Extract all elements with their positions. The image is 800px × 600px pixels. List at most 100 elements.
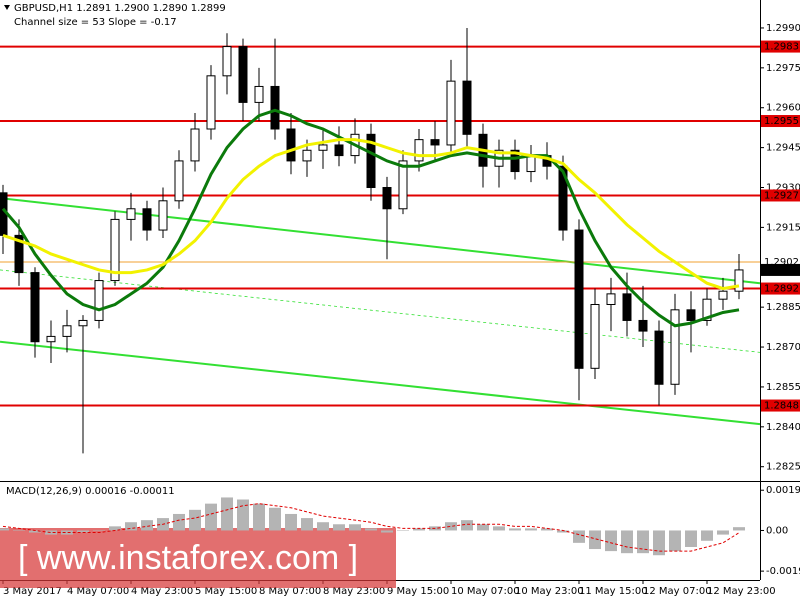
macd-bar — [477, 524, 489, 531]
x-tick-label: 9 May 15:00 — [387, 586, 449, 597]
macd-bar — [141, 520, 153, 531]
candle-body — [206, 75, 216, 130]
y-tick-label: -0.00197 — [766, 566, 800, 577]
candle-body — [398, 160, 408, 210]
candle-body — [174, 160, 184, 202]
macd-bar — [653, 530, 665, 556]
candle-body — [510, 149, 520, 173]
macd-bar — [445, 522, 457, 531]
level-label: 1.2848 — [764, 401, 799, 412]
x-tick-label: 8 May 07:00 — [259, 586, 321, 597]
level-label-box — [761, 189, 800, 202]
macd-bar — [205, 503, 217, 531]
candle-body — [318, 144, 328, 151]
macd-bar — [413, 528, 425, 531]
macd-bar — [45, 530, 57, 535]
y-tick-label: 1.2975 — [766, 63, 800, 74]
y-tick-label: 1.2870 — [766, 342, 800, 353]
candle-body — [590, 304, 600, 369]
x-tick-label: 10 May 23:00 — [515, 586, 584, 597]
candle-body — [606, 293, 616, 306]
level-label: 1.2927 — [764, 190, 799, 201]
y-tick-label: 1.2915 — [766, 222, 800, 233]
candle-body — [462, 80, 472, 135]
macd-bar — [189, 509, 201, 531]
macd-bar — [605, 530, 617, 552]
macd-bar — [253, 503, 265, 531]
macd-bar — [13, 530, 25, 531]
macd-bar — [237, 499, 249, 531]
macd-bar — [317, 522, 329, 531]
moving-average — [2, 138, 740, 291]
macd-bar — [29, 530, 41, 533]
macd-bar — [525, 528, 537, 531]
macd-bar — [541, 528, 553, 531]
candle-body — [654, 330, 664, 385]
macd-bar — [365, 528, 377, 531]
level-label: 1.2955 — [764, 116, 799, 127]
candle-body — [670, 309, 680, 385]
candle-body — [526, 155, 536, 173]
macd-bar — [589, 530, 601, 550]
y-tick-label: 1.2960 — [766, 103, 800, 114]
macd-bar — [285, 513, 297, 531]
macd-bar — [669, 530, 681, 552]
x-tick-label: 12 May 23:00 — [707, 586, 776, 597]
y-tick-label: 1.2990 — [766, 23, 800, 34]
macd-bar — [637, 530, 649, 554]
macd-bar — [733, 527, 745, 531]
macd-bar — [125, 522, 137, 531]
candle-body — [190, 128, 200, 162]
y-tick-label: 1.2840 — [766, 422, 800, 433]
macd-bar — [109, 526, 121, 531]
level-label-box — [761, 282, 800, 295]
candle-body — [734, 269, 744, 292]
channel-line — [0, 269, 761, 353]
y-tick-label: 0.00195 — [766, 485, 800, 496]
candle-body — [238, 46, 248, 103]
candle-body — [574, 229, 584, 369]
y-tick-label: 0.00 — [766, 525, 788, 536]
macd-bar — [685, 530, 697, 547]
candle-body — [382, 187, 392, 210]
macd-bar — [173, 513, 185, 531]
level-label-box — [761, 40, 800, 53]
channel-line — [0, 340, 761, 426]
candle-body — [254, 85, 264, 103]
watermark: [ www.instaforex.com ] — [18, 539, 358, 577]
candle-body — [94, 280, 104, 321]
candle-body — [14, 234, 24, 274]
macd-bar — [77, 530, 89, 533]
macd-bar — [509, 528, 521, 531]
candle-body — [62, 325, 72, 337]
last-price-box — [761, 263, 800, 276]
macd-bar — [61, 530, 73, 535]
candle-body — [78, 319, 88, 327]
candle-body — [366, 133, 376, 188]
x-tick-label: 5 May 15:00 — [195, 586, 257, 597]
y-tick-label: 1.2930 — [766, 183, 800, 194]
macd-bar — [333, 524, 345, 531]
chart-subtitle: Channel size = 53 Slope = -0.17 — [14, 17, 177, 28]
candle-body — [110, 218, 120, 282]
candle-body — [702, 298, 712, 321]
macd-bar — [93, 530, 105, 531]
moving-average — [1, 108, 740, 328]
macd-bar — [621, 530, 633, 554]
y-tick-label: 1.2855 — [766, 382, 800, 393]
macd-bar — [301, 518, 313, 531]
level-label-box — [761, 115, 800, 128]
x-tick-label: 10 May 07:00 — [451, 586, 520, 597]
y-tick-label: 1.2885 — [766, 302, 800, 313]
watermark-box — [0, 528, 396, 588]
candle-body — [686, 309, 696, 321]
candle-body — [334, 144, 344, 157]
macd-bar — [461, 520, 473, 531]
candle-body — [718, 290, 728, 300]
chart-title: GBPUSD,H1 1.2891 1.2900 1.2890 1.2899 — [14, 3, 226, 14]
level-label-box — [761, 399, 800, 412]
candle-body — [158, 200, 168, 231]
macd-bar — [573, 530, 585, 543]
